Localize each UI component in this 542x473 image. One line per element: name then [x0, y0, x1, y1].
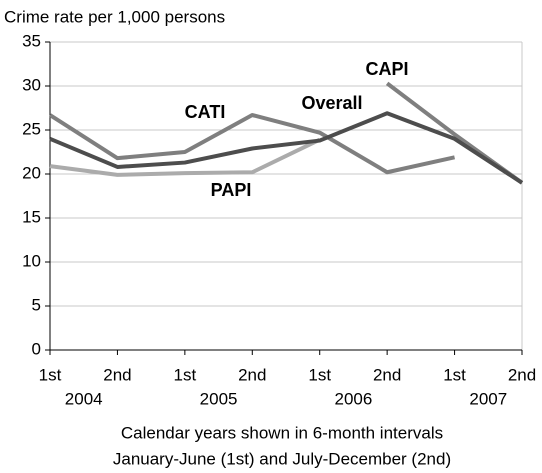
- series-label: CATI: [185, 102, 226, 122]
- y-tick-label: 0: [32, 339, 41, 358]
- y-tick-label: 25: [22, 119, 41, 138]
- y-tick-label: 10: [22, 251, 41, 270]
- x-tick-label: 2nd: [508, 365, 536, 384]
- y-tick-label: 5: [32, 295, 41, 314]
- year-label: 2005: [200, 389, 238, 408]
- x-tick-label: 2nd: [238, 365, 266, 384]
- year-label: 2006: [335, 389, 373, 408]
- x-tick-label: 1st: [174, 365, 197, 384]
- series-line: [49, 137, 321, 177]
- x-tick-label: 2nd: [103, 365, 131, 384]
- year-label: 2007: [469, 389, 507, 408]
- series-line: [49, 111, 524, 185]
- x-tick-label: 2nd: [373, 365, 401, 384]
- chart-title: Crime rate per 1,000 persons: [4, 7, 225, 26]
- y-tick-label: 15: [22, 207, 41, 226]
- series-label: PAPI: [211, 180, 252, 200]
- x-tick-label: 1st: [308, 365, 331, 384]
- y-tick-label: 30: [22, 75, 41, 94]
- series-label: CAPI: [365, 59, 408, 79]
- x-axis-label: January-June (1st) and July-December (2n…: [113, 449, 451, 468]
- y-tick-label: 35: [22, 31, 41, 50]
- x-tick-label: 1st: [39, 365, 62, 384]
- x-tick-label: 1st: [443, 365, 466, 384]
- series-line: [48, 113, 456, 175]
- y-tick-label: 20: [22, 163, 41, 182]
- series-label: Overall: [301, 93, 362, 113]
- year-label: 2004: [65, 389, 103, 408]
- x-axis-label: Calendar years shown in 6-month interval…: [121, 423, 443, 442]
